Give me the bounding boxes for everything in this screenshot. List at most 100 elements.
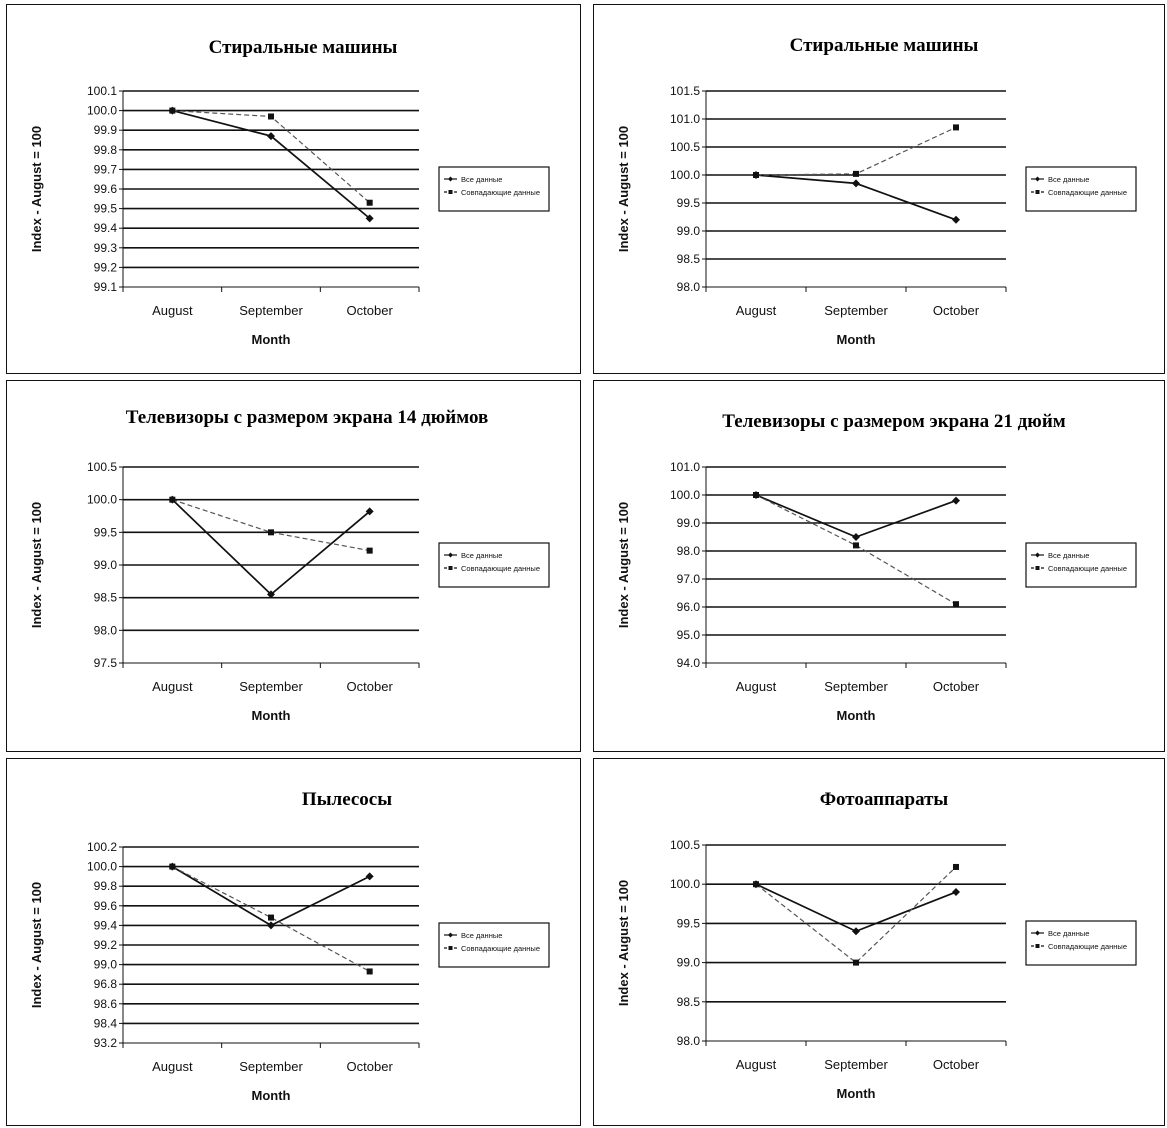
y-tick-label: 93.2 bbox=[94, 1036, 118, 1050]
legend-entry: Совпадающие данные bbox=[1048, 942, 1127, 951]
legend-marker bbox=[1035, 176, 1040, 182]
y-tick-label: 100.0 bbox=[670, 488, 700, 502]
y-tick-label: 99.7 bbox=[94, 162, 118, 176]
y-tick-label: 99.3 bbox=[94, 241, 118, 255]
data-point bbox=[365, 214, 374, 223]
x-tick-label: August bbox=[736, 303, 777, 318]
y-tick-label: 96.0 bbox=[677, 600, 701, 614]
legend-marker bbox=[448, 566, 453, 570]
chart-svg: Стиральные машины 99.1 99.2 99.3 99.4 99.5 99.… bbox=[29, 37, 550, 347]
y-tick-label: 99.0 bbox=[677, 956, 701, 970]
legend-marker bbox=[448, 176, 453, 182]
chart-title: Стиральные машины bbox=[209, 37, 398, 58]
x-tick-label: August bbox=[736, 679, 777, 694]
y-tick-label: 99.8 bbox=[94, 143, 118, 157]
x-tick-label: September bbox=[239, 679, 303, 694]
y-tick-label: 101.5 bbox=[670, 84, 700, 98]
y-tick-label: 101.0 bbox=[670, 112, 700, 126]
y-tick-label: 96.8 bbox=[94, 977, 118, 991]
y-axis-label: Index - August = 100 bbox=[616, 880, 631, 1006]
chart-title: Стиральные машины bbox=[790, 35, 979, 56]
y-axis-label: Index - August = 100 bbox=[29, 126, 44, 252]
legend-marker bbox=[448, 932, 453, 938]
data-point bbox=[169, 107, 176, 114]
legend-marker bbox=[448, 552, 453, 558]
legend-entry: Все данные bbox=[461, 931, 502, 940]
y-tick-label: 99.2 bbox=[94, 938, 118, 952]
x-axis-label: Month bbox=[837, 1086, 876, 1101]
x-tick-label: August bbox=[152, 1059, 193, 1074]
y-axis-label: Index - August = 100 bbox=[616, 126, 631, 252]
y-tick-label: 98.6 bbox=[94, 997, 118, 1011]
legend-box bbox=[438, 922, 550, 968]
chart-panel-tv-14: Телевизоры с размером экрана 14 дюймов 97… bbox=[6, 380, 581, 752]
legend-marker bbox=[1035, 930, 1040, 936]
legend-marker bbox=[448, 946, 453, 950]
data-point bbox=[853, 170, 859, 177]
x-tick-label: August bbox=[152, 679, 193, 694]
series-line bbox=[171, 499, 371, 596]
data-point bbox=[852, 179, 860, 188]
y-tick-label: 98.0 bbox=[677, 544, 701, 558]
x-tick-label: October bbox=[347, 679, 394, 694]
y-tick-label: 97.5 bbox=[94, 656, 118, 670]
x-tick-label: September bbox=[824, 679, 888, 694]
y-tick-label: 100.2 bbox=[87, 840, 117, 854]
y-tick-label: 99.5 bbox=[94, 525, 118, 539]
data-point bbox=[366, 547, 373, 554]
x-tick-label: October bbox=[933, 303, 980, 318]
data-point bbox=[267, 590, 275, 599]
data-point bbox=[952, 496, 960, 505]
data-point bbox=[366, 199, 373, 206]
legend-entry: Совпадающие данные bbox=[461, 564, 540, 573]
y-tick-label: 99.0 bbox=[94, 958, 118, 972]
y-tick-label: 99.0 bbox=[677, 224, 701, 238]
legend-marker bbox=[1035, 566, 1040, 570]
legend-entry: Все данные bbox=[1048, 175, 1089, 184]
chart-title: Пылесосы bbox=[302, 789, 392, 810]
y-tick-label: 98.0 bbox=[677, 1034, 701, 1048]
y-tick-label: 98.4 bbox=[94, 1016, 118, 1030]
x-tick-label: August bbox=[152, 303, 193, 318]
data-point bbox=[365, 872, 374, 881]
y-tick-label: 98.5 bbox=[677, 252, 701, 266]
chart-svg: Пылесосы 93.2 98.4 98.6 96.8 99.0 99.2 99.4 99.6… bbox=[29, 789, 550, 1103]
data-point bbox=[953, 863, 959, 870]
chart-panel-washing-machines-b: Стиральные машины 98.0 98.5 99.0 99.5 100.0 10… bbox=[593, 4, 1165, 374]
chart-title: Телевизоры с размером экрана 14 дюймов bbox=[126, 407, 488, 428]
data-point bbox=[852, 533, 860, 541]
data-point bbox=[753, 492, 759, 498]
legend-box bbox=[438, 542, 550, 588]
legend-marker bbox=[1035, 552, 1040, 558]
chart-panel-cameras: Фотоаппараты 98.0 98.5 99.0 99.5 100.0 100.5 Au… bbox=[593, 758, 1165, 1126]
y-tick-label: 98.0 bbox=[677, 280, 701, 294]
chart-svg: Телевизоры с размером экрана 21 дюйм 94.0… bbox=[616, 411, 1137, 723]
y-tick-label: 95.0 bbox=[677, 628, 701, 642]
y-tick-label: 99.1 bbox=[94, 280, 118, 294]
legend-entry: Все данные bbox=[461, 551, 502, 560]
series-line bbox=[755, 126, 957, 176]
y-tick-label: 99.5 bbox=[94, 202, 118, 216]
y-tick-label: 101.0 bbox=[670, 460, 700, 474]
y-tick-label: 99.8 bbox=[94, 879, 118, 893]
data-point bbox=[853, 542, 859, 549]
legend-box bbox=[1025, 920, 1137, 966]
data-point bbox=[953, 124, 959, 131]
x-tick-label: September bbox=[824, 1057, 888, 1072]
y-tick-label: 100.0 bbox=[670, 877, 700, 891]
data-point bbox=[952, 215, 960, 224]
y-tick-label: 99.6 bbox=[94, 182, 118, 196]
x-tick-label: October bbox=[347, 303, 394, 318]
y-axis-label: Index - August = 100 bbox=[29, 882, 44, 1008]
y-tick-label: 100.0 bbox=[87, 493, 117, 507]
y-tick-label: 99.5 bbox=[677, 196, 701, 210]
data-point bbox=[753, 881, 759, 888]
legend-entry: Все данные bbox=[461, 175, 502, 184]
data-point bbox=[953, 601, 959, 608]
y-tick-label: 99.0 bbox=[94, 558, 118, 572]
legend-box bbox=[1025, 166, 1137, 212]
series-line bbox=[755, 494, 957, 538]
chart-svg: Стиральные машины 98.0 98.5 99.0 99.5 100.0 10… bbox=[616, 35, 1137, 347]
x-tick-label: October bbox=[933, 679, 980, 694]
y-tick-label: 99.4 bbox=[94, 918, 118, 932]
